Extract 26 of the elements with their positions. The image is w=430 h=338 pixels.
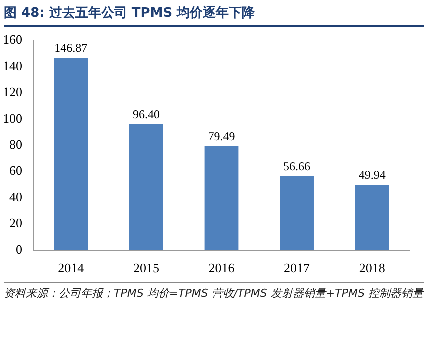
- x-tick-label: 2018: [359, 260, 386, 276]
- text: 资料来源：公司年报；TPMS 均价=TPMS 营收/TPMS 发射器销量+TPMS 控制器销量: [4, 282, 424, 303]
- data-label: 49.94: [358, 168, 386, 182]
- y-tick-label: 140: [3, 58, 22, 74]
- data-label: 79.49: [208, 129, 236, 144]
- chart-title: 图 48: 过去五年公司 TPMS 均价逐年下降: [4, 4, 424, 27]
- x-tick-label: 2017: [284, 260, 311, 276]
- y-tick-label: 20: [10, 216, 22, 231]
- y-tick-label: 160: [3, 32, 22, 48]
- data-label: 56.66: [284, 159, 311, 174]
- bar: [130, 124, 164, 250]
- y-tick-label: 40: [10, 189, 22, 204]
- y-tick-label: 100: [3, 110, 22, 126]
- data-label: 96.40: [132, 107, 160, 122]
- bar: [54, 58, 88, 250]
- y-tick-label: 60: [10, 163, 22, 178]
- y-tick-label: 120: [3, 84, 22, 100]
- x-tick-label: 2014: [58, 260, 85, 276]
- bar: [355, 184, 390, 250]
- x-tick-label: 2015: [133, 260, 160, 276]
- data-label: 146.87: [54, 41, 88, 56]
- x-tick-label: 2016: [208, 260, 236, 276]
- y-tick-label: 80: [10, 137, 22, 152]
- bar: [280, 176, 314, 250]
- y-tick-label: 0: [16, 242, 22, 257]
- bar: [204, 146, 239, 250]
